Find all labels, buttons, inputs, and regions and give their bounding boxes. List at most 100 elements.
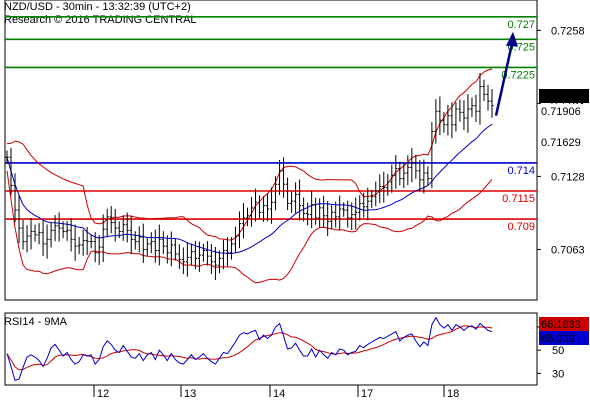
candle <box>13 173 17 223</box>
rsi-tick-label: 50 <box>552 345 564 357</box>
candle <box>394 155 398 189</box>
level-label: 0.709 <box>507 221 535 233</box>
candle <box>398 161 402 186</box>
candle <box>281 157 286 198</box>
candle <box>298 179 302 221</box>
price-tick-label: 0.7063 <box>551 244 585 256</box>
candle <box>61 221 65 239</box>
candle <box>386 173 390 196</box>
upper-price-value: 0.71906 <box>541 106 581 118</box>
candle <box>470 97 474 118</box>
candle <box>434 99 438 144</box>
candle <box>366 187 370 221</box>
lower-price-value: 0.71629 <box>541 137 581 149</box>
price-tick-label: 0.7128 <box>551 171 585 183</box>
candle <box>169 231 173 267</box>
price-tick-label: 0.7258 <box>551 25 585 37</box>
rsi-panel-frame <box>4 312 538 386</box>
candle <box>454 102 458 132</box>
candle <box>205 241 210 266</box>
candle <box>49 222 53 248</box>
time-tick-label: 17 <box>361 388 373 400</box>
candle <box>293 182 298 214</box>
candle <box>93 232 97 263</box>
candle <box>257 195 262 220</box>
candle <box>197 241 201 272</box>
last-price-badge <box>539 89 589 103</box>
candle <box>105 208 109 238</box>
candle <box>249 197 254 227</box>
candle <box>306 202 310 226</box>
candle <box>374 181 378 207</box>
candle <box>410 148 414 183</box>
forecast-arrow-shaft <box>494 43 514 116</box>
candle <box>149 232 153 254</box>
time-tick-label: 14 <box>273 388 285 400</box>
level-label: 0.727 <box>507 19 535 31</box>
candle <box>450 102 454 139</box>
candle <box>77 236 81 255</box>
level-label: 0.7225 <box>501 69 535 81</box>
candle <box>233 226 238 254</box>
candle <box>85 226 89 256</box>
candle <box>193 240 197 270</box>
candle <box>277 160 282 196</box>
candle <box>490 88 494 118</box>
candle <box>285 177 290 211</box>
candle <box>37 223 41 245</box>
candle <box>41 220 45 256</box>
candle <box>117 221 121 239</box>
candle <box>133 231 137 250</box>
candle <box>101 214 105 263</box>
candle <box>33 224 37 242</box>
candle <box>289 191 294 213</box>
rsi-panel-label: RSI14 - 9MA <box>4 316 68 328</box>
candle <box>9 147 13 195</box>
lower-price-badge <box>539 135 589 149</box>
candle <box>189 243 193 266</box>
candle <box>17 195 21 243</box>
candle <box>237 211 242 249</box>
candle <box>185 242 189 277</box>
candle <box>229 237 234 260</box>
candle <box>165 235 169 264</box>
candle <box>466 94 470 133</box>
last-price-value: 0.72011 <box>541 91 580 103</box>
chart-title: NZD/USD - 30min - 13:32:39 (UTC+2) <box>4 1 191 13</box>
candle <box>474 94 478 123</box>
rsi-value-badge <box>539 331 589 345</box>
candle <box>310 191 314 229</box>
rsi-ma-value: 66.1633 <box>541 319 581 331</box>
rsi-tick-label: 30 <box>552 368 564 380</box>
candle <box>273 176 278 211</box>
candle <box>462 100 466 131</box>
candle <box>69 218 73 252</box>
rsi-ma-badge <box>539 317 589 331</box>
candle <box>390 164 394 193</box>
candle <box>45 224 49 259</box>
candle <box>241 203 246 239</box>
candle <box>354 197 358 230</box>
candle <box>209 244 214 274</box>
price-panel-frame <box>4 0 538 301</box>
candle <box>265 193 270 222</box>
candle <box>73 224 77 261</box>
candle <box>213 246 218 280</box>
candle <box>269 187 274 224</box>
candle <box>65 220 69 241</box>
candle <box>322 195 326 228</box>
level-label: 0.7115 <box>502 193 535 205</box>
candle <box>382 171 386 203</box>
candle <box>125 212 129 243</box>
candle <box>314 197 318 225</box>
candle <box>221 239 226 270</box>
candle <box>438 96 442 136</box>
candle <box>430 122 434 189</box>
candle <box>181 247 185 274</box>
time-tick-label: 13 <box>184 388 196 400</box>
candle <box>458 99 462 122</box>
candle <box>57 212 61 242</box>
candle <box>330 204 334 230</box>
upper-price-badge <box>539 104 589 118</box>
